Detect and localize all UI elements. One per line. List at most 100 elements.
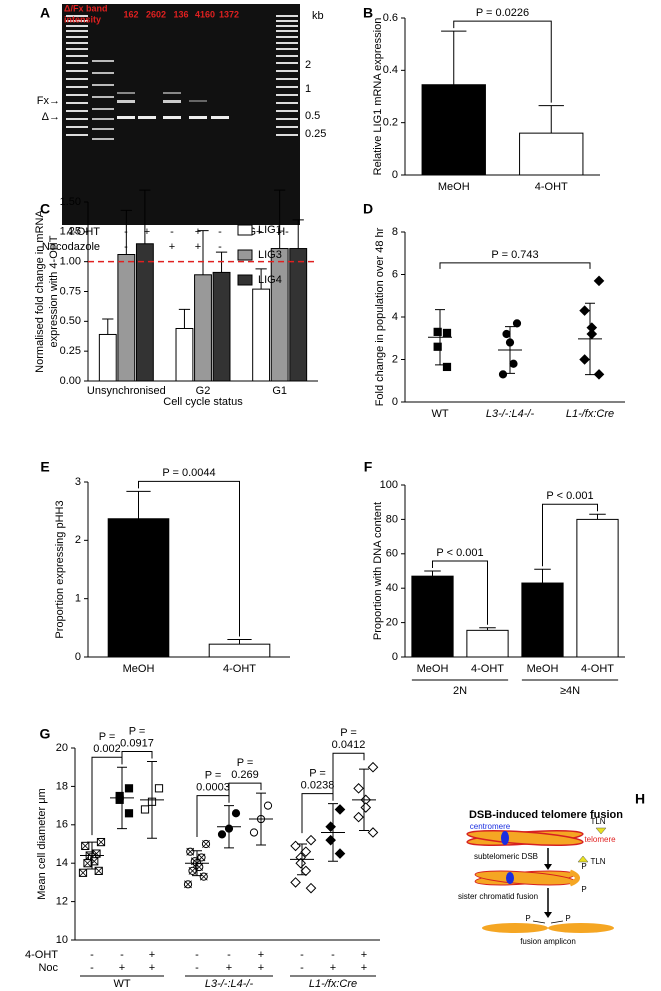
y-axis-label: Proportion expressing pHH3	[54, 500, 66, 638]
y-tick-label: 1	[75, 593, 81, 605]
sample-band	[138, 116, 156, 119]
y-tick-label: 0.50	[60, 315, 81, 327]
ladder-band	[92, 118, 114, 120]
row-symbol: -	[170, 226, 174, 238]
data-point	[442, 362, 452, 372]
ladder-band	[66, 78, 88, 80]
marker-shape	[263, 801, 273, 810]
error-bar	[178, 308, 191, 329]
x-axis-label: Cell cycle status	[163, 396, 243, 408]
data-point	[325, 834, 336, 846]
bar	[576, 518, 619, 658]
row-symbol: -	[300, 962, 304, 974]
marker-cross	[186, 847, 195, 856]
data-point	[509, 359, 518, 368]
y-tick-label: 0	[75, 651, 81, 663]
ladder-band	[276, 55, 298, 57]
annotation: P =	[309, 768, 326, 780]
marker-cross	[184, 880, 192, 889]
band-intensity: 162	[123, 9, 138, 19]
bar	[117, 254, 136, 382]
y-tick-label: 0.6	[383, 12, 398, 24]
control-label: H-	[277, 226, 289, 238]
ladder-band	[66, 36, 88, 38]
significance-bracket	[439, 262, 591, 269]
bar	[421, 84, 486, 176]
diagram-label: subtelomeric DSB	[474, 852, 538, 861]
bar	[212, 271, 231, 382]
data-point	[353, 783, 364, 794]
ladder-band	[276, 20, 298, 22]
sd-bar	[224, 805, 234, 849]
ladder-band	[66, 42, 88, 44]
y-tick-label: 20	[386, 617, 398, 629]
band-marker: Δ→	[42, 111, 60, 123]
marker-shape	[154, 784, 164, 793]
y-tick-label: 1.50	[60, 196, 81, 208]
ladder-size: 1	[305, 83, 311, 95]
annotation: 0.002	[93, 743, 121, 755]
sample-band	[163, 116, 181, 119]
row-symbol: +	[361, 949, 367, 961]
y-tick-label: 0	[392, 169, 398, 181]
data-point	[305, 882, 317, 894]
x-tick-label: MeOH	[438, 181, 470, 193]
y-tick-label: 18	[56, 780, 68, 792]
fused-end	[568, 869, 580, 887]
significance-bracket	[196, 795, 230, 837]
data-point	[124, 784, 134, 793]
gel-header: intensity	[64, 14, 101, 24]
ladder-band	[92, 128, 114, 130]
marker-shape	[217, 830, 227, 839]
legend-label: LIG3	[258, 249, 282, 261]
tln-marker	[595, 827, 607, 835]
sample-band	[163, 100, 181, 103]
band-intensity: 2602	[146, 9, 166, 19]
error-bar	[139, 189, 151, 244]
significance-bracket	[542, 503, 598, 567]
data-point	[217, 830, 227, 839]
row-symbol: -	[218, 226, 222, 238]
row-symbol: +	[226, 962, 232, 974]
band-intensity: 136	[173, 9, 188, 19]
marker-shape	[334, 848, 346, 859]
data-point	[140, 805, 150, 814]
significance-bracket	[332, 752, 365, 801]
marker-cross	[188, 866, 197, 875]
row-symbol: +	[169, 241, 175, 253]
marker-shape	[498, 370, 508, 379]
y-tick-label: 4	[392, 311, 398, 323]
ladder-band	[276, 110, 298, 112]
arrow-head	[544, 912, 552, 918]
ladder-band	[66, 48, 88, 50]
sd-bar	[505, 326, 515, 374]
diagram-label: telomere	[584, 835, 616, 844]
data-point	[367, 827, 379, 838]
row-label: Noc	[38, 962, 58, 974]
row-symbol: -	[120, 949, 124, 961]
panel-label: C	[40, 201, 50, 217]
data-point	[96, 837, 106, 847]
y-tick-label: 1.00	[60, 256, 81, 268]
x-tick-label: 4-OHT	[223, 663, 256, 675]
x-tick-label: L3-/-:L4-/-	[486, 408, 535, 420]
data-point	[334, 848, 346, 859]
primer-arrow	[550, 920, 564, 924]
data-point	[433, 342, 442, 351]
row-symbol: +	[119, 962, 125, 974]
sample-band	[163, 92, 181, 94]
data-point	[593, 369, 605, 380]
panel-label: G	[40, 726, 51, 742]
amplicon-half	[548, 923, 614, 933]
y-tick-label: 6	[392, 268, 398, 280]
ladder-band	[276, 42, 298, 44]
bar	[194, 274, 212, 382]
data-point	[124, 809, 134, 818]
bar	[135, 243, 154, 382]
significance-bracket	[228, 782, 262, 803]
significance-bracket	[432, 560, 488, 625]
chromatid	[466, 830, 584, 846]
legend-label: LIG1	[258, 224, 282, 236]
marker-shape	[442, 328, 452, 338]
